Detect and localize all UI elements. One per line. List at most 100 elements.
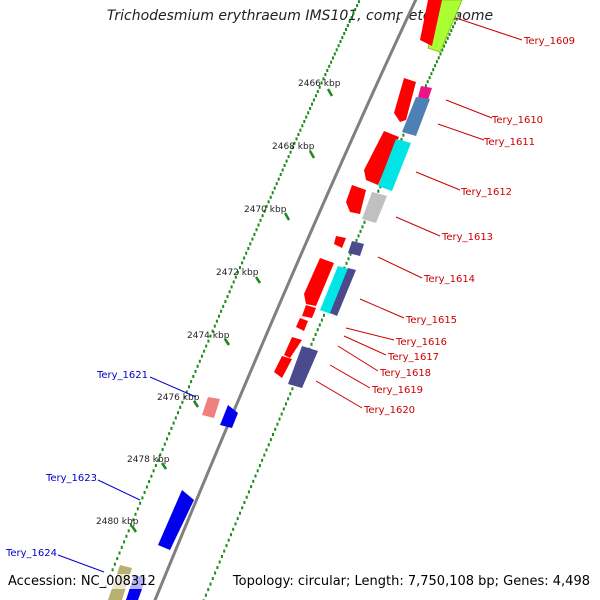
- track-dot: [132, 518, 135, 522]
- track-dot: [291, 387, 294, 391]
- leader-line: [415, 171, 461, 191]
- track-dot: [337, 44, 340, 48]
- reverse-features: [108, 397, 238, 600]
- leader-line: [329, 364, 371, 389]
- track-dot: [220, 555, 223, 558]
- gene-grey: [362, 192, 387, 223]
- track-dot: [223, 549, 226, 553]
- track-dot: [265, 204, 268, 208]
- track-dot: [316, 90, 319, 93]
- leader-line: [359, 298, 405, 319]
- track-dot: [226, 295, 229, 299]
- track-dot: [345, 28, 347, 31]
- leader-line: [455, 17, 523, 41]
- gene-cyan: [320, 266, 349, 314]
- track-dot: [279, 173, 282, 176]
- track-dot: [198, 359, 201, 363]
- track-dot: [250, 485, 253, 489]
- gene-red: [284, 337, 302, 358]
- track-dot: [172, 421, 175, 425]
- track-dot: [174, 416, 177, 420]
- gene-label: Tery_1610: [491, 115, 543, 126]
- track-dot: [216, 566, 219, 569]
- track-dot: [428, 76, 431, 80]
- forward-leader-lines: [315, 17, 523, 409]
- track-dot: [181, 400, 184, 404]
- gene-red: [296, 318, 308, 331]
- track-dot: [236, 517, 239, 521]
- track-dot: [141, 496, 144, 500]
- track-dot: [356, 4, 359, 8]
- gene-magenta: [418, 86, 432, 100]
- track-dot: [243, 501, 246, 504]
- track-dot: [190, 380, 193, 384]
- track-dot: [348, 20, 351, 23]
- track-dot: [236, 270, 239, 274]
- track-dot: [457, 13, 460, 17]
- track-dot: [446, 36, 449, 40]
- track-dot: [232, 280, 235, 284]
- track-dot: [424, 84, 427, 88]
- track-dot: [350, 16, 353, 19]
- ruler-tick: [223, 338, 231, 346]
- track-dot: [320, 81, 323, 85]
- track-dot: [259, 218, 262, 222]
- ruler-label: 2468 kbp: [272, 142, 315, 152]
- ruler-label: 2474 kbp: [187, 331, 230, 341]
- track-dot: [282, 407, 285, 411]
- track-dot: [211, 577, 214, 580]
- track-dot: [177, 411, 179, 415]
- track-dot: [134, 512, 137, 516]
- track-dot: [441, 48, 444, 52]
- track-dot: [311, 102, 313, 106]
- track-dot: [139, 501, 142, 505]
- track-dot: [444, 40, 447, 44]
- track-dot: [339, 40, 342, 44]
- track-dot: [200, 354, 203, 358]
- track-dot: [261, 458, 264, 462]
- track-dot: [256, 469, 259, 473]
- track-dot: [159, 453, 162, 457]
- ruler-label: 2476 kbp: [157, 393, 200, 403]
- track-dot: [183, 395, 186, 399]
- track-dot: [320, 318, 323, 322]
- track-dot: [239, 266, 241, 270]
- track-dot: [227, 538, 230, 542]
- track-dot: [357, 234, 360, 238]
- track-dot: [232, 527, 235, 531]
- track-dot: [283, 164, 286, 167]
- track-dot: [168, 432, 171, 436]
- track-dot: [455, 17, 458, 21]
- leader-line: [437, 123, 485, 141]
- track-dot: [346, 24, 349, 27]
- gene-red: [364, 131, 399, 185]
- track-dot: [271, 191, 274, 195]
- gene-red: [334, 236, 346, 248]
- track-dot: [247, 247, 250, 250]
- track-dot: [188, 385, 190, 389]
- track-dot: [276, 422, 279, 426]
- track-dot: [143, 490, 146, 494]
- accession-label: Accession: NC_008312: [8, 574, 156, 589]
- track-dot: [220, 309, 223, 313]
- gene-label: Tery_1615: [405, 315, 457, 326]
- track-dot: [324, 73, 327, 77]
- track-dot: [249, 242, 252, 246]
- track-dot: [297, 133, 300, 136]
- track-dot: [254, 474, 257, 478]
- track-dot: [245, 251, 248, 255]
- reverse-gene-labels: Tery_1621 Tery_1623 Tery_1624: [5, 370, 148, 559]
- track-dot: [130, 523, 132, 527]
- track-dot: [435, 60, 438, 64]
- track-dot: [437, 56, 440, 60]
- track-dot: [349, 252, 352, 256]
- track-dot: [185, 390, 188, 394]
- ruler-tick: [192, 400, 200, 408]
- track-dot: [228, 290, 231, 294]
- leader-line: [149, 376, 197, 398]
- track-dot: [218, 314, 220, 318]
- track-dot: [326, 69, 329, 72]
- track-dot: [316, 328, 319, 332]
- track-dot: [127, 529, 130, 533]
- gene-red: [346, 185, 366, 214]
